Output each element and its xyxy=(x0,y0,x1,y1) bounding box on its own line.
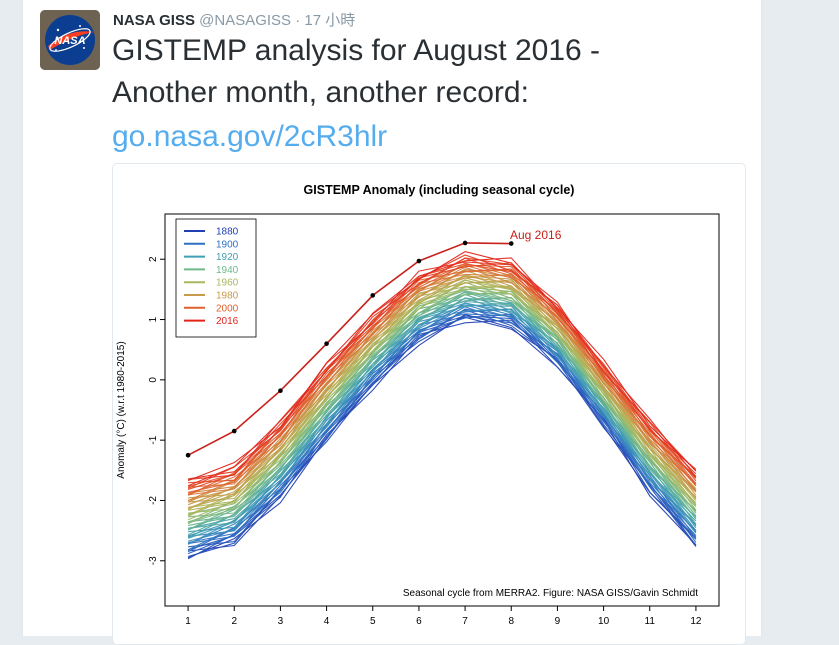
x-tick-label: 8 xyxy=(508,616,514,627)
tweet-text: GISTEMP analysis for August 2016 - Anoth… xyxy=(112,30,752,158)
data-point-2016 xyxy=(324,341,329,346)
avatar[interactable]: NASA xyxy=(40,10,100,70)
legend-label: 1880 xyxy=(216,227,239,238)
data-point-2016 xyxy=(278,388,283,394)
tweet-link[interactable]: go.nasa.gov/2cR3hlr xyxy=(112,120,388,153)
legend-label: 2000 xyxy=(216,303,239,314)
y-tick-label: 2 xyxy=(148,256,159,262)
series-line xyxy=(187,269,697,501)
avatar-logo-text: NASA xyxy=(54,35,85,47)
y-tick-label: 0 xyxy=(148,377,159,383)
x-tick-label: 9 xyxy=(555,616,561,627)
tweet-header: NASA GISS @NASAGISS · 17 小時 xyxy=(113,9,355,30)
author-handle[interactable]: @NASAGISS xyxy=(199,12,292,29)
y-tick-label: -1 xyxy=(148,435,159,444)
tweet-text-line-1: GISTEMP analysis for August 2016 - xyxy=(112,34,601,67)
series-line xyxy=(187,262,697,491)
y-axis-label: Anomaly (°C) (w.r.t 1980-2015) xyxy=(116,341,127,478)
legend-label: 1960 xyxy=(216,278,239,289)
series-line xyxy=(188,291,697,523)
x-tick-label: 4 xyxy=(324,616,330,627)
x-tick-label: 3 xyxy=(278,616,284,627)
legend-label: 1980 xyxy=(216,291,239,302)
tweet-text-line-2: Another month, another record: xyxy=(112,76,529,109)
series-line xyxy=(187,313,697,559)
media-image[interactable]: GISTEMP Anomaly (including seasonal cycl… xyxy=(112,163,746,645)
data-point-2016 xyxy=(416,258,422,264)
anomaly-chart: GISTEMP Anomaly (including seasonal cycl… xyxy=(116,183,720,627)
x-tick-label: 6 xyxy=(416,616,422,627)
series-group xyxy=(185,240,697,560)
data-point-2016 xyxy=(370,293,376,298)
y-tick-label: 1 xyxy=(148,316,159,322)
separator: · xyxy=(295,12,301,29)
data-point-2016 xyxy=(231,428,237,434)
nasa-logo-icon: NASA xyxy=(40,10,100,70)
x-tick-label: 7 xyxy=(462,616,468,627)
data-point-2016 xyxy=(508,241,514,246)
tweet-card[interactable]: NASA NASA GISS @NASAGISS · 17 小時 GISTEMP… xyxy=(22,0,762,645)
series-line xyxy=(187,281,697,516)
aug-2016-annotation: Aug 2016 xyxy=(510,228,562,242)
series-line xyxy=(187,262,697,495)
author-name[interactable]: NASA GISS xyxy=(113,12,195,29)
legend-box xyxy=(175,218,257,338)
legend-label: 2016 xyxy=(216,316,239,327)
data-point-2016 xyxy=(462,240,468,246)
x-tick-label: 12 xyxy=(690,616,702,627)
legend-label: 1920 xyxy=(216,252,239,263)
series-line-2016 xyxy=(187,242,512,456)
chart-caption: Seasonal cycle from MERRA2. Figure: NASA… xyxy=(403,588,698,599)
y-tick-label: -2 xyxy=(148,496,159,505)
x-tick-label: 2 xyxy=(231,616,237,627)
y-tick-label: -3 xyxy=(148,556,159,565)
x-tick-label: 11 xyxy=(645,616,656,627)
series-line xyxy=(187,251,697,482)
series-line xyxy=(187,274,697,509)
series-line xyxy=(188,279,697,508)
chart-title: GISTEMP Anomaly (including seasonal cycl… xyxy=(304,183,575,197)
timestamp[interactable]: 17 小時 xyxy=(304,12,356,29)
series-line xyxy=(187,257,697,487)
legend-label: 1940 xyxy=(216,265,239,276)
x-tick-label: 5 xyxy=(370,616,376,627)
legend-label: 1900 xyxy=(216,239,239,250)
series-line xyxy=(187,309,697,551)
x-tick-label: 1 xyxy=(185,616,191,627)
plot-frame xyxy=(164,213,720,607)
data-point-2016 xyxy=(185,452,191,458)
x-tick-label: 10 xyxy=(598,616,610,627)
